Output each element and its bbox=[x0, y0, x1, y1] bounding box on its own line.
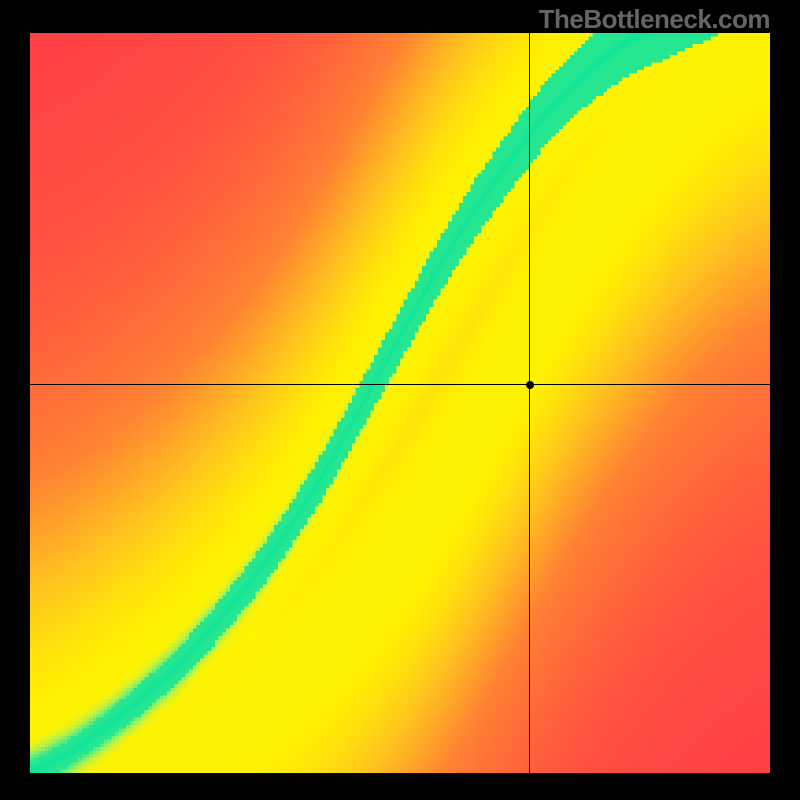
watermark-text: TheBottleneck.com bbox=[539, 4, 770, 35]
bottleneck-heatmap bbox=[30, 33, 770, 773]
chart-container: TheBottleneck.com bbox=[0, 0, 800, 800]
selection-marker bbox=[526, 381, 534, 389]
crosshair-vertical bbox=[529, 33, 530, 773]
crosshair-horizontal bbox=[30, 384, 770, 385]
